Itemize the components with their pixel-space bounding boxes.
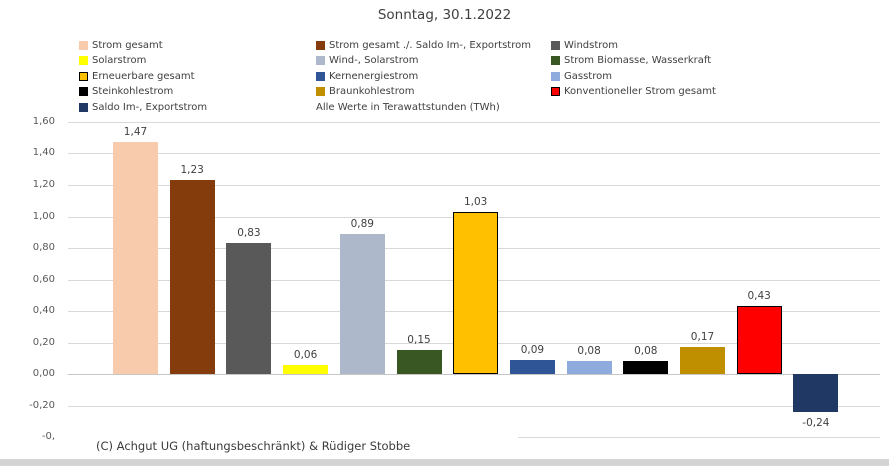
- x-axis-zero-line: [68, 374, 880, 375]
- legend-swatch: [316, 40, 325, 50]
- legend-swatch: [551, 40, 560, 50]
- bar-windstrom: [226, 243, 272, 374]
- bar-solarstrom: [283, 365, 329, 374]
- y-axis-tick-label: 1,20: [32, 179, 55, 190]
- legend-swatch: [316, 87, 325, 96]
- bar-value-label: 0,09: [520, 344, 545, 356]
- y-axis-tick-label: 0,00: [32, 368, 55, 379]
- legend-label: Solarstrom: [92, 55, 147, 66]
- legend-swatch: [79, 71, 88, 81]
- legend-item: Braunkohlestrom: [316, 86, 415, 97]
- chart-title: Sonntag, 30.1.2022: [377, 7, 512, 23]
- legend-item: Strom Biomasse, Wasserkraft: [551, 55, 712, 66]
- y-axis-tick-label: 0,20: [32, 337, 55, 348]
- bar-value-label: 1,03: [463, 196, 488, 208]
- legend-item: Gasstrom: [551, 70, 612, 82]
- bar-braunkohlestrom: [680, 347, 725, 374]
- legend-item: Strom gesamt: [79, 39, 163, 51]
- gridline: [68, 153, 880, 154]
- bar-value-label: 0,89: [350, 218, 374, 230]
- bar-value-label: -0,24: [802, 417, 830, 429]
- y-axis-tick-label: 0,80: [32, 242, 55, 253]
- legend-label: Braunkohlestrom: [329, 86, 415, 97]
- bar-wind-solarstrom: [339, 234, 385, 374]
- bar-strom-biomasse-wasserkraft: [396, 350, 442, 374]
- gridline: [68, 185, 880, 186]
- bar-saldo-im-exportstrom: [793, 374, 839, 412]
- y-axis-tick-label: 0,60: [32, 274, 55, 285]
- y-axis-tick-label: 1,40: [32, 147, 55, 158]
- legend-label: Strom gesamt: [92, 39, 163, 51]
- y-axis-tick-label: -0,20: [29, 400, 55, 411]
- chart-legend: Strom gesamt Solarstrom Erneuerbare gesamt…: [0, 0, 889, 120]
- gridline: [68, 122, 880, 123]
- legend-item: Windstrom: [551, 39, 619, 51]
- copyright-footer: (C) Achgut UG (haftungsbeschränkt) & Rüd…: [96, 439, 411, 453]
- legend-label: Steinkohlestrom: [92, 86, 174, 97]
- bar-value-label: 1,23: [180, 164, 204, 176]
- legend-label: Kernenergiestrom: [329, 70, 419, 82]
- gridline: [68, 406, 880, 407]
- bar-strom-gesamt: [113, 142, 158, 374]
- bar-gasstrom: [566, 361, 612, 374]
- legend-item: Konventioneller Strom gesamt: [551, 86, 716, 97]
- bar-value-label: 0,08: [577, 345, 601, 357]
- bar-kernenergiestrom: [509, 360, 555, 374]
- legend-swatch: [79, 40, 88, 50]
- legend-label: Windstrom: [564, 39, 619, 51]
- bar-konventioneller-strom-gesamt: [736, 306, 782, 374]
- legend-item: Saldo Im-, Exportstrom: [79, 101, 208, 113]
- legend-item: Solarstrom: [79, 55, 147, 66]
- legend-swatch: [316, 71, 325, 81]
- bar-value-label: 1,47: [123, 126, 148, 138]
- legend-swatch: [316, 56, 325, 65]
- y-axis-tick-label: 1,00: [32, 211, 55, 222]
- legend-swatch: [79, 102, 88, 112]
- legend-label: Strom gesamt ./. Saldo Im-, Exportstrom: [329, 39, 531, 51]
- y-axis-tick-label: 0,40: [32, 305, 55, 316]
- y-axis-tick-label: -0,: [41, 431, 55, 442]
- legend-item: Steinkohlestrom: [79, 86, 174, 97]
- legend-label: Saldo Im-, Exportstrom: [92, 101, 208, 113]
- window-bottom-edge: [0, 459, 889, 466]
- bar-value-label: 0,08: [634, 345, 658, 357]
- legend-swatch: [551, 56, 560, 65]
- bar-value-label: 0,43: [747, 290, 771, 302]
- legend-label: Konventioneller Strom gesamt: [564, 86, 716, 97]
- legend-label: Gasstrom: [564, 70, 612, 82]
- bar-erneuerbare-gesamt: [453, 212, 499, 374]
- legend-item: Kernenergiestrom: [316, 70, 419, 82]
- legend-item: Wind-, Solarstrom: [316, 55, 419, 66]
- legend-swatch: [79, 56, 88, 65]
- legend-swatch: [79, 87, 88, 96]
- legend-item: Erneuerbare gesamt: [79, 70, 195, 82]
- legend-swatch: [551, 71, 560, 81]
- legend-label: Strom Biomasse, Wasserkraft: [564, 55, 712, 66]
- legend-label: Wind-, Solarstrom: [329, 55, 419, 66]
- bar-value-label: 0,17: [690, 331, 715, 343]
- bar-steinkohlestrom: [623, 361, 669, 374]
- gridline: [518, 437, 880, 438]
- legend-item: Strom gesamt ./. Saldo Im-, Exportstrom: [316, 39, 531, 51]
- y-axis-tick-label: 1,60: [32, 116, 55, 127]
- legend-label: Erneuerbare gesamt: [92, 70, 195, 82]
- bar-value-label: 0,83: [237, 227, 261, 239]
- legend-swatch: [551, 87, 560, 96]
- unit-note: Alle Werte in Terawattstunden (TWh): [316, 102, 500, 113]
- bar-strom-gesamt-saldo-im-exportstrom: [169, 180, 215, 374]
- bar-value-label: 0,15: [407, 334, 431, 346]
- bar-value-label: 0,06: [293, 349, 318, 361]
